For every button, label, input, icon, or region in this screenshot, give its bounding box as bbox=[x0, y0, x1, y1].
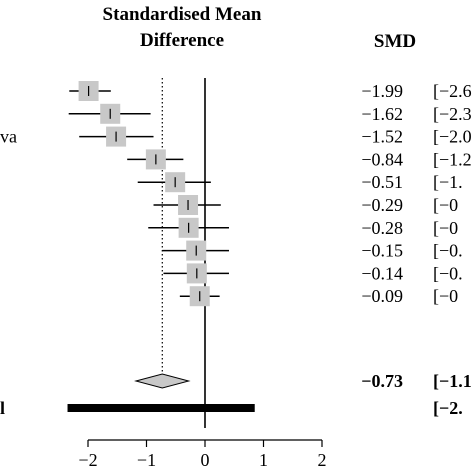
study-ci-value: [−0 bbox=[433, 218, 458, 238]
prediction-interval-ci-value: [−2. bbox=[433, 398, 463, 418]
prediction-interval-label: l bbox=[0, 398, 5, 418]
x-tick-label: 0 bbox=[201, 450, 210, 470]
study-smd-value: −0.28 bbox=[361, 218, 403, 238]
study-ci-value: [−0. bbox=[433, 263, 463, 283]
study-ci-value: [−0. bbox=[433, 241, 463, 261]
x-tick-label: −2 bbox=[78, 450, 97, 470]
study-ci-value: [−2.3 bbox=[433, 104, 472, 124]
chart-title: Standardised Mean Difference bbox=[103, 4, 262, 51]
study-smd-value: −0.84 bbox=[361, 149, 403, 169]
pooled-diamond bbox=[134, 373, 191, 389]
study-smd-value: −1.62 bbox=[361, 104, 403, 124]
study-ci-value: [−1. bbox=[433, 172, 463, 192]
study-smd-value: −0.15 bbox=[361, 241, 403, 261]
study-ci-value: [−2.6 bbox=[433, 81, 472, 101]
study-ci-value: [−2.0 bbox=[433, 127, 472, 147]
study-smd-value: −1.52 bbox=[361, 127, 403, 147]
study-label: va bbox=[0, 127, 17, 147]
study-smd-value: −0.09 bbox=[361, 286, 403, 306]
study-smd-value: −0.29 bbox=[361, 195, 403, 215]
study-ci-value: [−1.2 bbox=[433, 149, 472, 169]
column-header-smd: SMD bbox=[374, 31, 416, 52]
x-tick-label: 1 bbox=[259, 450, 268, 470]
x-tick-label: 2 bbox=[318, 450, 327, 470]
study-ci-value: [−0 bbox=[433, 195, 458, 215]
study-ci-value: [−0 bbox=[433, 286, 458, 306]
study-smd-value: −0.51 bbox=[361, 172, 403, 192]
study-smd-value: −0.14 bbox=[361, 263, 403, 283]
prediction-interval-bar bbox=[67, 404, 255, 412]
pooled-smd-value: −0.73 bbox=[361, 371, 403, 391]
pooled-ci-value: [−1.1 bbox=[433, 371, 472, 391]
study-smd-value: −1.99 bbox=[361, 81, 403, 101]
x-tick-label: −1 bbox=[137, 450, 156, 470]
